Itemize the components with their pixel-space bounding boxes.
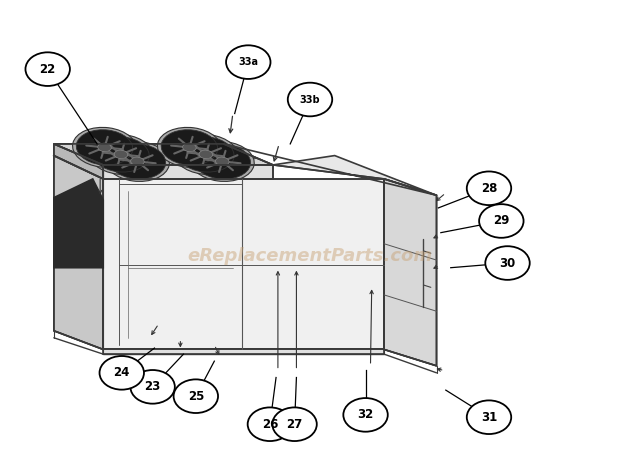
- Ellipse shape: [89, 134, 153, 174]
- Ellipse shape: [73, 127, 136, 167]
- Polygon shape: [384, 179, 436, 366]
- Ellipse shape: [183, 143, 196, 152]
- Text: 24: 24: [113, 366, 130, 379]
- Text: 22: 22: [40, 63, 56, 76]
- Text: 27: 27: [286, 418, 303, 431]
- Ellipse shape: [174, 134, 238, 174]
- Text: 32: 32: [357, 408, 374, 422]
- Circle shape: [25, 52, 70, 86]
- Polygon shape: [54, 179, 104, 268]
- Polygon shape: [54, 144, 104, 179]
- Circle shape: [174, 379, 218, 413]
- Ellipse shape: [216, 157, 229, 165]
- Circle shape: [467, 400, 512, 434]
- Circle shape: [272, 407, 317, 441]
- Text: 29: 29: [493, 214, 510, 227]
- Circle shape: [226, 45, 270, 79]
- Text: 33b: 33b: [299, 94, 321, 104]
- Circle shape: [100, 356, 144, 390]
- Ellipse shape: [131, 157, 144, 165]
- Text: 26: 26: [262, 418, 278, 431]
- Text: 28: 28: [480, 182, 497, 195]
- Text: 33a: 33a: [238, 57, 259, 67]
- Ellipse shape: [114, 150, 128, 159]
- Polygon shape: [104, 350, 384, 354]
- Text: 30: 30: [499, 257, 516, 269]
- Text: 23: 23: [144, 380, 161, 393]
- Circle shape: [247, 407, 292, 441]
- Circle shape: [288, 83, 332, 117]
- Text: 25: 25: [188, 390, 204, 403]
- Ellipse shape: [177, 137, 234, 172]
- Text: eReplacementParts.com: eReplacementParts.com: [187, 247, 433, 265]
- Ellipse shape: [109, 144, 166, 179]
- Polygon shape: [273, 156, 436, 196]
- Circle shape: [485, 246, 529, 280]
- Polygon shape: [54, 156, 104, 350]
- Ellipse shape: [190, 141, 254, 181]
- Circle shape: [130, 370, 175, 404]
- Ellipse shape: [161, 130, 218, 165]
- Polygon shape: [104, 165, 273, 179]
- Polygon shape: [104, 179, 384, 350]
- Text: 31: 31: [481, 411, 497, 424]
- Ellipse shape: [105, 141, 169, 181]
- Ellipse shape: [76, 130, 133, 165]
- Circle shape: [467, 172, 512, 205]
- Ellipse shape: [157, 127, 221, 167]
- Circle shape: [479, 204, 523, 238]
- Ellipse shape: [98, 143, 111, 152]
- Polygon shape: [54, 144, 273, 165]
- Circle shape: [343, 398, 388, 432]
- Ellipse shape: [93, 137, 149, 172]
- Ellipse shape: [194, 144, 250, 179]
- Ellipse shape: [199, 150, 213, 159]
